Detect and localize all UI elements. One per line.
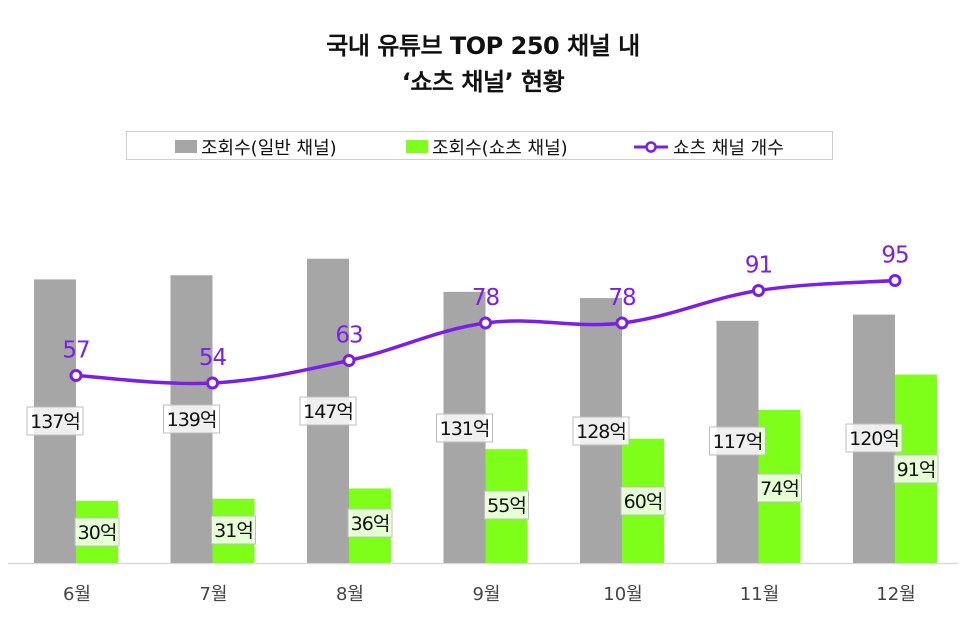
data-label-general-2: 147억 (303, 401, 353, 423)
legend-swatch-general (175, 140, 197, 153)
legend-item-general: 조회수(일반 채널) (175, 132, 337, 161)
data-label-shorts-4: 60억 (624, 491, 663, 513)
line-point-4 (615, 316, 629, 330)
data-label-shorts-1-box (211, 515, 256, 545)
data-label-general-5: 117억 (713, 431, 763, 453)
x-tick-label-3: 9월 (472, 584, 500, 605)
legend-label-count: 쇼츠 채널 개수 (673, 137, 784, 159)
legend-swatch-shorts (406, 140, 428, 153)
x-tick-label-1: 7월 (199, 584, 227, 605)
data-label-shorts-5-box (757, 473, 802, 503)
data-label-shorts-6: 91억 (897, 459, 936, 481)
legend: 조회수(일반 채널) 조회수(쇼츠 채널) 쇼츠 채널 개수 (126, 131, 833, 160)
data-label-shorts-5: 74억 (760, 478, 799, 500)
data-label-shorts-0-box (74, 517, 120, 547)
data-label-general-4: 128억 (576, 421, 626, 443)
data-label-shorts-4-box (620, 486, 666, 516)
data-label-general-0-box (26, 406, 84, 436)
data-label-count-0: 57 (62, 338, 89, 364)
data-label-general-1: 139억 (167, 409, 217, 431)
line-point-6 (888, 274, 902, 287)
data-label-shorts-3-box (484, 490, 529, 520)
x-tick-label-0: 6월 (63, 584, 91, 605)
data-label-count-6: 95 (881, 243, 908, 269)
data-label-general-6-box (845, 423, 903, 453)
data-label-count-5: 91 (745, 253, 772, 279)
data-label-general-4-box (572, 416, 630, 446)
data-label-shorts-1: 31억 (214, 520, 253, 542)
legend-item-count: 쇼츠 채널 개수 (633, 132, 784, 161)
legend-label-shorts: 조회수(쇼츠 채널) (432, 137, 568, 159)
chart-title-line2: ‘쇼츠 채널’ 현황 (401, 68, 565, 96)
data-label-general-2-box (299, 396, 357, 426)
legend-label-general: 조회수(일반 채널) (201, 137, 337, 159)
data-label-count-3: 78 (472, 285, 500, 311)
data-label-general-3: 131억 (440, 418, 490, 440)
x-tick-label-6: 12월 (876, 584, 915, 605)
line-point-1 (206, 376, 219, 390)
x-tick-label-5: 11월 (740, 584, 779, 605)
line-point-5 (752, 284, 765, 297)
data-label-shorts-2: 36억 (351, 513, 390, 535)
data-label-shorts-6-box (893, 454, 939, 484)
x-tick-label-4: 10월 (603, 584, 642, 605)
data-label-count-4: 78 (608, 285, 636, 311)
line-point-2 (342, 354, 356, 367)
data-label-shorts-2-box (347, 508, 393, 538)
legend-line-icon (634, 140, 668, 153)
data-label-shorts-0: 30억 (78, 522, 117, 544)
data-label-general-1-box (163, 404, 220, 434)
chart-title-line1: 국내 유튜브 TOP 250 채널 내 (326, 32, 640, 60)
data-label-general-3-box (436, 413, 493, 443)
data-label-shorts-3: 55억 (487, 495, 526, 517)
data-label-count-1: 54 (199, 345, 227, 371)
data-label-general-6: 120억 (849, 428, 899, 450)
data-label-general-0: 137억 (30, 411, 80, 433)
legend-item-shorts: 조회수(쇼츠 채널) (406, 132, 568, 161)
data-label-count-2: 63 (335, 323, 362, 349)
x-tick-label-2: 8월 (336, 584, 364, 605)
data-label-general-5-box (709, 426, 766, 456)
line-point-3 (479, 316, 492, 330)
line-point-0 (69, 369, 83, 382)
